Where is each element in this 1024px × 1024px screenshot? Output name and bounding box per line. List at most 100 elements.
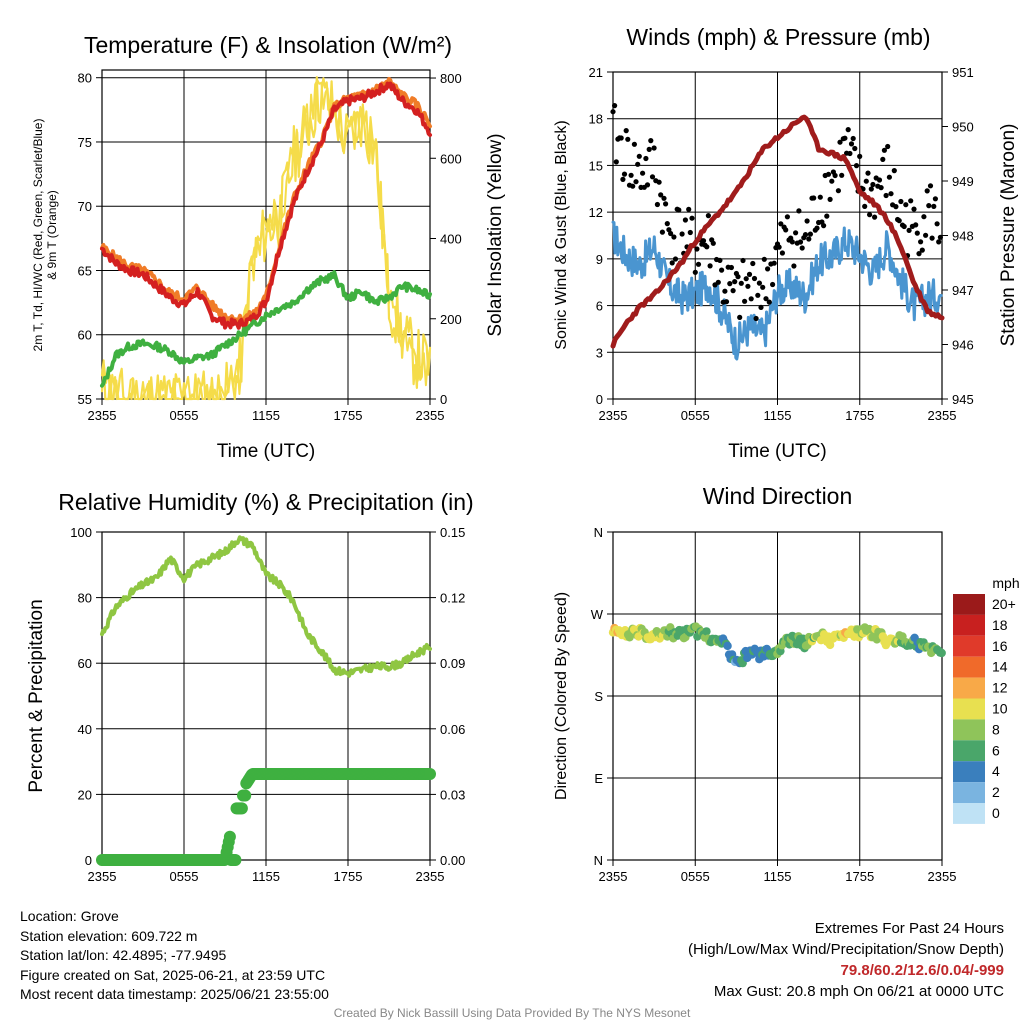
gust-point (644, 182, 651, 188)
y2-tick-label: 950 (952, 120, 974, 135)
gust-point (913, 222, 919, 228)
gust-point (865, 170, 871, 176)
gust-point (886, 174, 893, 180)
gust-point (779, 250, 786, 256)
y-tick-label: 60 (78, 656, 92, 671)
gust-point (730, 288, 736, 294)
gust-point (676, 207, 682, 213)
gust-point (659, 229, 666, 235)
y-tick-label: 65 (78, 263, 92, 278)
gust-point (932, 196, 939, 202)
y-tick-label: 21 (589, 65, 603, 80)
precip-point (424, 768, 436, 780)
gust-point (924, 188, 930, 194)
gust-point (745, 283, 751, 289)
y2-tick-label: 0.06 (440, 722, 465, 737)
gust-point (817, 194, 823, 200)
rh-panel: 1008060402000.150.120.090.060.030.002355… (26, 489, 474, 884)
x-tick-label: 1755 (845, 869, 874, 884)
legend-swatch (953, 635, 985, 657)
gust-point (756, 280, 763, 286)
gust-point (829, 178, 835, 184)
gust-point (612, 103, 618, 109)
precip-point (229, 854, 242, 866)
gust-point (876, 177, 883, 183)
legend-label: 18 (992, 617, 1008, 633)
direction-point (702, 627, 711, 636)
y-tick-label: N (594, 525, 603, 540)
gust-point (891, 168, 897, 174)
wind-xlabel: Time (UTC) (728, 441, 827, 462)
y-tick-label: 0 (596, 392, 603, 407)
y2-tick-label: 949 (952, 174, 974, 189)
gust-point (929, 235, 935, 241)
gust-point (649, 174, 656, 180)
x-tick-label: 2355 (88, 408, 117, 423)
gust-point (921, 214, 927, 220)
gust-point (630, 183, 636, 189)
gust-point (753, 315, 759, 322)
gust-point (872, 214, 878, 220)
rh-ylabel: Percent & Precipitation (26, 599, 47, 792)
gust-point (640, 170, 646, 176)
gust-point (763, 296, 769, 302)
wind-ylabel: Sonic Wind & Gust (Blue, Black) (553, 120, 570, 349)
gust-point (700, 238, 707, 244)
gust-point (799, 245, 805, 251)
y2-tick-label: 0.00 (440, 853, 465, 868)
gust-point (694, 246, 700, 252)
gust-point (883, 192, 889, 199)
x-tick-label: 1755 (334, 408, 363, 423)
y-tick-label: S (594, 689, 603, 704)
temp-ylabel-2: & 9m T (Orange) (45, 190, 59, 280)
gust-point (927, 183, 934, 189)
credit-line: Created By Nick Bassill Using Data Provi… (333, 1006, 691, 1020)
legend-label: 8 (992, 721, 1000, 737)
y2-tick-label: 0.12 (440, 591, 465, 606)
gust-point (738, 280, 744, 286)
legend-label: 4 (992, 763, 1000, 779)
figure-created: Figure created on Sat, 2025-06-21, at 23… (20, 966, 326, 983)
gust-point (862, 203, 868, 209)
gust-point (868, 186, 874, 192)
gust-point (919, 247, 925, 253)
legend-swatch (953, 677, 985, 699)
gust-point (628, 172, 634, 178)
x-tick-label: 1155 (252, 408, 280, 423)
gust-point (728, 264, 735, 271)
gust-point (613, 159, 619, 165)
recent-timestamp: Most recent data timestamp: 2025/06/21 2… (20, 986, 329, 1002)
gust-point (621, 171, 628, 177)
y-tick-label: 70 (78, 199, 92, 214)
gust-point (814, 225, 820, 231)
speed-legend: mph 20+ 18 16 14 12 10 8 6 4 2 0 (953, 575, 1020, 824)
temp-2m-line (100, 81, 432, 330)
gust-point (796, 208, 802, 214)
gust-point (923, 232, 929, 238)
insolation-line-variance (101, 79, 431, 400)
y-tick-label: 20 (78, 787, 92, 802)
gust-point (620, 176, 626, 182)
gust-point (715, 279, 721, 285)
legend-title: mph (992, 575, 1019, 591)
gust-point (867, 212, 873, 218)
gust-point (911, 206, 917, 212)
gust-point (934, 221, 940, 227)
x-tick-label: 2355 (599, 408, 628, 423)
gust-point (898, 198, 904, 205)
gust-point (722, 288, 728, 294)
gust-point (748, 296, 754, 302)
gust-point (770, 281, 776, 288)
x-tick-label: 0555 (170, 408, 199, 423)
gust-point (806, 236, 812, 242)
legend-label: 6 (992, 742, 1000, 758)
direction-point (723, 641, 732, 651)
extremes-box: Extremes For Past 24 Hours (High/Low/Max… (688, 918, 1004, 1002)
gust-point (751, 275, 758, 282)
plot-frame (101, 69, 431, 400)
y-tick-label: 40 (78, 722, 92, 737)
gust-point (908, 198, 914, 204)
gust-point (802, 232, 809, 238)
